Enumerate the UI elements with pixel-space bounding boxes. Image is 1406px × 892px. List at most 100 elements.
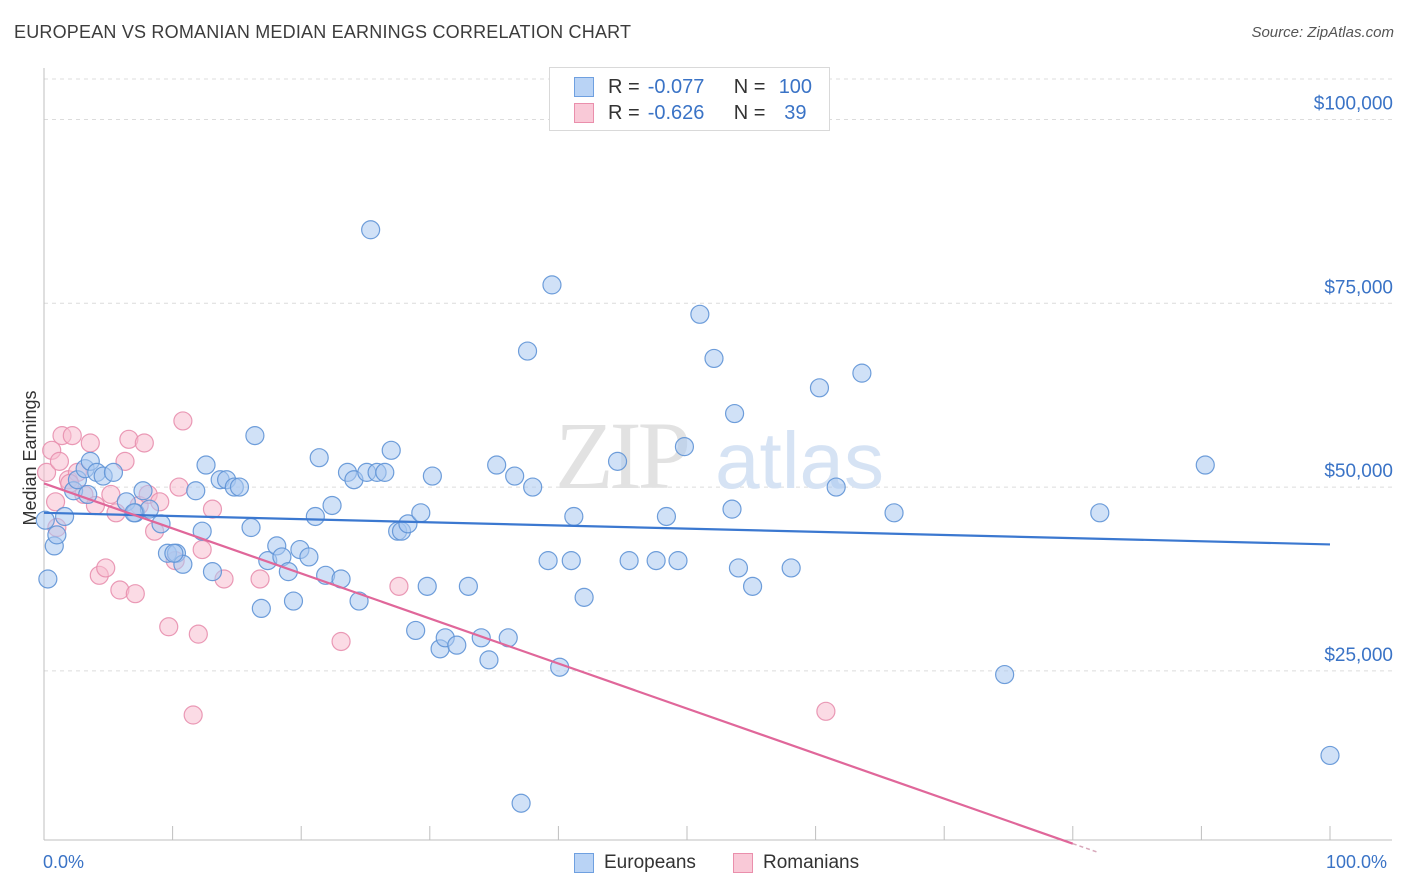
legend-n-label: N = (733, 75, 766, 98)
romanians-point (169, 477, 189, 497)
romanians-point (816, 701, 836, 721)
europeans-point (690, 304, 710, 324)
bottom-legend-label-europeans: Europeans (604, 852, 696, 873)
bottom-legend-romanians: Romanians (733, 852, 859, 874)
y-axis-label: Median Earnings (20, 390, 40, 525)
romanians-point (173, 411, 193, 431)
europeans-point (607, 451, 628, 471)
romanians-point (49, 451, 70, 471)
europeans-trend-line (43, 511, 1331, 546)
europeans-point (245, 426, 265, 446)
europeans-point (196, 455, 216, 475)
legend-r-value: -0.077 (647, 75, 705, 98)
europeans-point (728, 558, 749, 578)
europeans-point (722, 499, 742, 519)
europeans-point (186, 481, 206, 501)
romanians-point (192, 539, 212, 560)
europeans-point (54, 506, 75, 527)
europeans-point (505, 466, 525, 486)
romanians-point (331, 631, 351, 652)
y-tick-label: $100,000 (1314, 93, 1393, 114)
romanians-point (101, 484, 121, 505)
europeans-point (704, 348, 724, 369)
europeans-point (809, 378, 830, 398)
europeans-point (192, 521, 212, 541)
bottom-legend-label-romanians: Romanians (763, 852, 860, 873)
legend-r-value: -0.626 (647, 101, 705, 124)
europeans-point (538, 551, 558, 571)
europeans-point (742, 576, 763, 596)
x-tick-label-min: 0.0% (43, 852, 85, 872)
europeans-point (564, 506, 584, 527)
europeans-point (202, 562, 223, 582)
europeans-point (884, 503, 904, 523)
romanians-point (45, 492, 66, 512)
europeans-point (458, 576, 478, 596)
y-tick-label: $25,000 (1324, 645, 1393, 666)
romanians-point (202, 499, 223, 519)
bottom-legend-swatch-romanians (733, 853, 753, 873)
legend-n-label: N = (733, 101, 766, 124)
europeans-point (724, 403, 745, 424)
legend-r-label: R = (608, 101, 640, 124)
europeans-point (406, 620, 426, 641)
romanians-point (62, 426, 82, 446)
europeans-point (322, 495, 342, 516)
grid-lines (44, 78, 1392, 672)
europeans-point (422, 466, 442, 486)
europeans-point (229, 477, 250, 497)
chart-source: Source: ZipAtlas.com (1251, 24, 1394, 41)
x-tick-label-max: 100.0% (1326, 852, 1388, 872)
europeans-point (349, 591, 369, 611)
europeans-point (1320, 745, 1340, 766)
europeans-point (35, 510, 55, 530)
europeans-point (517, 341, 538, 361)
europeans-point (471, 628, 491, 648)
europeans-point (656, 506, 677, 527)
legend-n-value: 100 (778, 75, 813, 98)
europeans-point (674, 437, 695, 457)
europeans-point (619, 551, 639, 571)
legend-r-label: R = (608, 75, 640, 98)
legend-swatch-europeans (574, 77, 594, 97)
europeans-point (542, 275, 562, 295)
watermark-atlas: atlas (715, 416, 884, 505)
romanians-trend-line (43, 482, 1074, 845)
stats-legend: R = -0.077 N = 100 R = -0.626 N = 39 (549, 67, 830, 131)
y-tick-label: $75,000 (1324, 277, 1393, 298)
romanians-point (36, 462, 57, 482)
europeans-point (447, 635, 467, 655)
romanians-point (125, 584, 145, 604)
europeans-point (561, 551, 581, 571)
romanians-point (134, 433, 154, 453)
romanians-point (80, 433, 100, 453)
europeans-point (668, 551, 688, 571)
legend-row-europeans: R = -0.077 N = 100 (574, 74, 815, 100)
europeans-point (103, 462, 124, 482)
romanians-point (250, 569, 270, 589)
chart-title: EUROPEAN VS ROMANIAN MEDIAN EARNINGS COR… (14, 22, 632, 42)
bottom-legend-swatch-europeans (574, 853, 594, 873)
europeans-point (511, 793, 531, 813)
romanians-trend-extension (1072, 842, 1099, 854)
europeans-point (1090, 503, 1110, 523)
europeans-point (852, 363, 872, 383)
legend-n-value: 39 (784, 101, 807, 124)
y-tick-labels: $25,000 $50,000 $75,000 $100,000 (1314, 93, 1393, 665)
bottom-legend-europeans: Europeans (574, 852, 696, 874)
europeans-point (781, 558, 801, 578)
romanians-point (115, 451, 135, 471)
legend-row-romanians: R = -0.626 N = 39 (574, 100, 815, 126)
europeans-point (523, 477, 543, 497)
europeans-point (381, 440, 401, 460)
europeans-point (361, 220, 381, 240)
europeans-point (417, 576, 437, 596)
europeans-point (995, 664, 1015, 685)
europeans-point (487, 455, 507, 475)
legend-swatch-romanians (574, 103, 594, 123)
romanians-point (389, 576, 409, 596)
europeans-point (47, 525, 67, 545)
romanians-point (188, 624, 208, 644)
europeans-point (305, 506, 325, 527)
